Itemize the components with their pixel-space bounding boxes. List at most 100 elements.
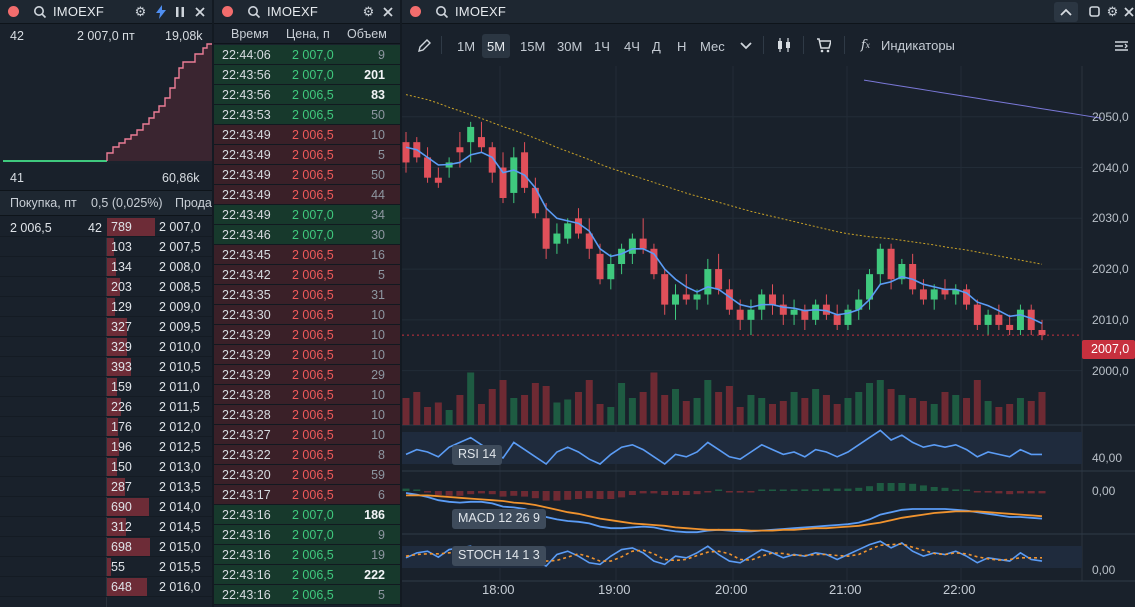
trade-row[interactable]: 22:43:49 2 006,5 50 <box>214 165 400 185</box>
trade-row[interactable]: 22:43:29 2 006,5 10 <box>214 345 400 365</box>
ask-row[interactable]: 789 2 007,0 <box>0 217 212 237</box>
ask-row[interactable]: 329 2 010,0 <box>0 337 212 357</box>
ticker-label[interactable]: IMOEXF <box>267 4 319 19</box>
trade-row[interactable]: 22:43:30 2 006,5 10 <box>214 305 400 325</box>
macd-hist-bar <box>456 491 464 496</box>
timeframe-7[interactable]: Н <box>677 38 687 54</box>
trade-row[interactable]: 22:43:27 2 006,5 10 <box>214 425 400 445</box>
trade-row[interactable]: 22:43:16 2 007,0 186 <box>214 505 400 525</box>
trade-row[interactable]: 22:43:49 2 006,5 5 <box>214 145 400 165</box>
trade-row[interactable]: 22:43:49 2 007,0 34 <box>214 205 400 225</box>
ask-row[interactable]: 393 2 010,5 <box>0 357 212 377</box>
trade-row[interactable]: 22:43:16 2 006,5 19 <box>214 545 400 565</box>
timeframe-1[interactable]: 5М <box>482 34 511 58</box>
trade-row[interactable]: 22:43:53 2 006,5 50 <box>214 105 400 125</box>
timeframe-8[interactable]: Мес <box>700 38 725 54</box>
trade-row[interactable]: 22:43:45 2 006,5 16 <box>214 245 400 265</box>
close-window-dot[interactable] <box>410 6 421 17</box>
volume-bar <box>564 399 572 425</box>
timeframe-5[interactable]: 4Ч <box>624 38 640 54</box>
ask-volume: 55 <box>111 560 125 574</box>
ticker-label[interactable]: IMOEXF <box>455 4 507 19</box>
lightning-icon[interactable] <box>153 4 168 19</box>
candles-icon[interactable] <box>776 37 791 52</box>
close-icon[interactable] <box>192 4 207 19</box>
ask-row[interactable]: 648 2 016,0 <box>0 577 212 597</box>
cart-icon[interactable] <box>816 37 831 52</box>
ask-row[interactable]: 196 2 012,5 <box>0 437 212 457</box>
ask-row[interactable]: 327 2 009,5 <box>0 317 212 337</box>
ask-row[interactable]: 287 2 013,5 <box>0 477 212 497</box>
col-volume[interactable]: Объем <box>347 27 387 41</box>
trade-row[interactable]: 22:43:20 2 006,5 59 <box>214 465 400 485</box>
timeframe-3[interactable]: 30М <box>557 38 583 54</box>
trade-row[interactable]: 22:43:16 2 007,0 9 <box>214 525 400 545</box>
bid-price[interactable]: 2 006,5 <box>10 221 52 235</box>
ask-row[interactable]: 698 2 015,0 <box>0 537 212 557</box>
trade-row[interactable]: 22:43:29 2 006,5 29 <box>214 365 400 385</box>
chevron-down-icon[interactable] <box>738 38 753 53</box>
price-chart[interactable] <box>402 66 1135 607</box>
trade-row[interactable]: 22:43:16 2 006,5 222 <box>214 565 400 585</box>
trade-row[interactable]: 22:43:17 2 006,5 6 <box>214 485 400 505</box>
trade-row[interactable]: 22:43:46 2 007,0 30 <box>214 225 400 245</box>
timeframe-6[interactable]: Д <box>652 38 661 54</box>
rsi-label[interactable]: RSI 14 <box>452 445 503 465</box>
ask-row[interactable]: 176 2 012,0 <box>0 417 212 437</box>
trade-row[interactable]: 22:43:49 2 006,5 44 <box>214 185 400 205</box>
indicators-button[interactable]: Индикаторы <box>881 37 955 53</box>
chevron-up-icon[interactable] <box>1054 2 1078 22</box>
timeframe-4[interactable]: 1Ч <box>594 38 610 54</box>
pause-icon[interactable] <box>172 4 187 19</box>
ask-row[interactable]: 159 2 011,0 <box>0 377 212 397</box>
macd-hist-bar <box>1038 491 1046 494</box>
ask-row[interactable]: 690 2 014,0 <box>0 497 212 517</box>
ask-price: 2 012,5 <box>159 440 201 454</box>
ask-row[interactable]: 312 2 014,5 <box>0 517 212 537</box>
ask-row[interactable]: 150 2 013,0 <box>0 457 212 477</box>
trade-row[interactable]: 22:43:22 2 006,5 8 <box>214 445 400 465</box>
trade-row[interactable]: 22:43:56 2 007,0 201 <box>214 65 400 85</box>
gear-icon[interactable]: ⚙ <box>134 4 147 19</box>
macd-hist-bar <box>1016 491 1024 494</box>
gear-icon[interactable]: ⚙ <box>1106 4 1119 19</box>
gear-icon[interactable]: ⚙ <box>362 4 375 19</box>
pencil-icon[interactable] <box>416 38 431 53</box>
search-icon[interactable] <box>33 5 47 19</box>
macd-label[interactable]: MACD 12 26 9 <box>452 509 546 529</box>
ticker-label[interactable]: IMOEXF <box>53 4 105 19</box>
trade-row[interactable]: 22:43:28 2 006,5 10 <box>214 405 400 425</box>
candle-body <box>995 314 1003 325</box>
timeframe-0[interactable]: 1М <box>457 38 476 54</box>
col-price[interactable]: Цена, п <box>286 27 330 41</box>
search-icon[interactable] <box>247 5 261 19</box>
trade-row[interactable]: 22:43:28 2 006,5 10 <box>214 385 400 405</box>
col-time[interactable]: Время <box>231 27 269 41</box>
close-window-dot[interactable] <box>222 6 233 17</box>
ask-row[interactable]: 226 2 011,5 <box>0 397 212 417</box>
ask-row[interactable]: 55 2 015,5 <box>0 557 212 577</box>
search-icon[interactable] <box>435 5 449 19</box>
ask-row[interactable]: 203 2 008,5 <box>0 277 212 297</box>
maximize-icon[interactable] <box>1087 4 1102 19</box>
trade-row[interactable]: 22:43:42 2 006,5 5 <box>214 265 400 285</box>
collapse-icon[interactable] <box>1114 38 1129 53</box>
timeframe-2[interactable]: 15М <box>520 38 546 54</box>
trade-row[interactable]: 22:44:06 2 007,0 9 <box>214 45 400 65</box>
close-icon[interactable] <box>380 4 395 19</box>
ask-row[interactable]: 103 2 007,5 <box>0 237 212 257</box>
trade-row[interactable]: 22:43:56 2 006,5 83 <box>214 85 400 105</box>
bid-volume[interactable]: 42 <box>88 221 102 235</box>
trade-row[interactable]: 22:43:16 2 006,5 5 <box>214 585 400 605</box>
ask-row[interactable]: 134 2 008,0 <box>0 257 212 277</box>
ask-row[interactable]: 129 2 009,0 <box>0 297 212 317</box>
close-window-dot[interactable] <box>8 6 19 17</box>
trade-row[interactable]: 22:43:29 2 006,5 10 <box>214 325 400 345</box>
candle-body <box>919 289 927 300</box>
close-icon[interactable] <box>1121 4 1135 19</box>
trade-row[interactable]: 22:43:49 2 006,5 10 <box>214 125 400 145</box>
rsi-axis-tick: 40,00 <box>1092 451 1123 465</box>
trade-row[interactable]: 22:43:35 2 006,5 31 <box>214 285 400 305</box>
stoch-label[interactable]: STOCH 14 1 3 <box>452 546 546 566</box>
